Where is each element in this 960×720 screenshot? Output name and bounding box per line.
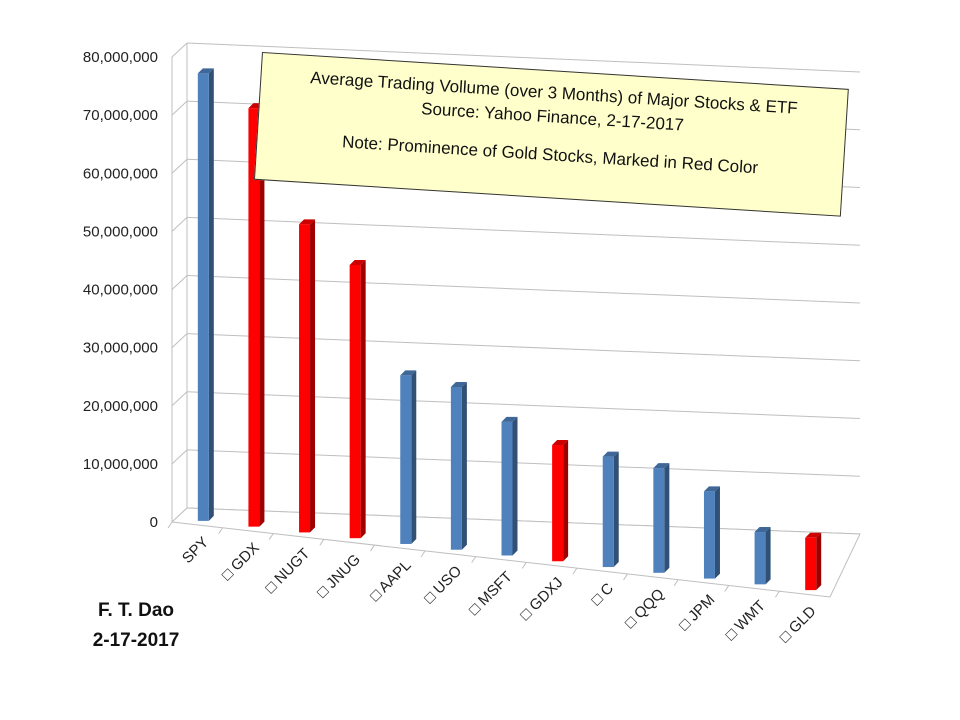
x-tick-label: □ NUGT	[262, 545, 313, 596]
side-gridline	[171, 449, 188, 465]
bar-top	[805, 532, 822, 538]
bar-top	[754, 527, 771, 533]
bar-side	[613, 451, 619, 568]
x-tick	[268, 533, 274, 540]
side-gridline	[171, 217, 188, 232]
x-tick	[218, 527, 224, 535]
bar-c	[602, 456, 614, 568]
x-tick	[774, 590, 780, 598]
bar-top	[299, 219, 316, 225]
bar-nugt	[299, 224, 311, 533]
bar-side	[563, 440, 569, 562]
side-gridline	[171, 42, 188, 58]
bar-top	[400, 370, 417, 376]
bar-side	[816, 532, 822, 591]
x-tick	[673, 579, 679, 586]
x-tick-label: □ C	[588, 580, 617, 609]
side-gridline	[171, 333, 188, 348]
bar-top	[602, 451, 619, 457]
author-name: F. T. Dao	[97, 600, 174, 621]
bar-gld	[805, 537, 817, 591]
bar-top	[552, 440, 569, 446]
y-tick-label: 20,000,000	[83, 398, 158, 415]
bar-top	[501, 416, 518, 422]
floor	[170, 507, 861, 598]
gridline	[186, 333, 861, 362]
x-tick-label: □ JPM	[676, 591, 719, 634]
bar-side	[461, 381, 467, 550]
gridline	[186, 275, 861, 304]
x-tick	[521, 562, 527, 569]
x-tick-label: SPY	[179, 534, 212, 567]
bar-side	[714, 486, 720, 579]
y-tick-label: 0	[150, 514, 158, 531]
side-gridline	[171, 158, 188, 174]
x-tick	[724, 585, 730, 592]
x-tick	[471, 556, 477, 563]
y-tick-label: 70,000,000	[83, 107, 158, 124]
bar-jnug	[349, 265, 361, 539]
gridline	[186, 449, 861, 477]
side-gridline	[171, 391, 188, 407]
bar-spy	[197, 73, 209, 521]
bar-top	[197, 68, 214, 74]
author-date: 2-17-2017	[92, 630, 180, 651]
bar-wmt	[754, 532, 766, 585]
gridline	[186, 42, 861, 73]
y-tick-label: 10,000,000	[83, 456, 158, 473]
x-tick	[623, 573, 628, 581]
bar-top	[450, 381, 467, 387]
bar-qqq	[653, 468, 665, 573]
x-tick-label: □ JNUG	[314, 551, 364, 601]
bar-side	[259, 103, 265, 527]
x-tick-label: □ WMT	[722, 597, 769, 644]
x-tick-label: □ GLD	[776, 603, 819, 646]
x-tick	[167, 521, 173, 529]
bar-uso	[450, 386, 462, 550]
x-tick	[370, 544, 375, 552]
bar-side	[765, 527, 771, 585]
bar-msft	[501, 421, 513, 556]
bar-top	[703, 486, 720, 492]
x-tick	[572, 567, 578, 575]
x-tick-label: □ QQQ	[622, 586, 668, 632]
bar-side	[310, 219, 316, 533]
y-tick-label: 50,000,000	[83, 223, 158, 240]
y-tick-label: 60,000,000	[83, 165, 158, 182]
y-tick-label: 30,000,000	[83, 340, 158, 357]
x-tick	[319, 539, 325, 546]
x-tick-label: □ AAPL	[367, 557, 415, 605]
x-tick-label: □ MSFT	[466, 568, 516, 618]
bar-top	[349, 260, 366, 266]
gridline	[186, 391, 861, 419]
bar-side	[512, 416, 518, 556]
x-tick-label: □ USO	[421, 563, 465, 607]
x-tick	[420, 550, 426, 558]
bar-gdx	[248, 108, 260, 527]
bar-side	[664, 463, 670, 573]
gridline	[186, 216, 861, 246]
bar-jpm	[703, 491, 715, 579]
bar-side	[411, 370, 417, 544]
bar-gdxj	[552, 445, 564, 562]
bar-side	[360, 260, 366, 539]
bar-aapl	[400, 375, 412, 544]
side-gridline	[171, 275, 188, 290]
y-tick-label: 80,000,000	[83, 49, 158, 66]
bar-side	[208, 68, 214, 521]
y-tick-label: 40,000,000	[83, 282, 158, 299]
bar-top	[653, 463, 670, 469]
x-tick-label: □ GDXJ	[517, 574, 567, 624]
x-tick-label: □ GDX	[218, 539, 262, 583]
side-gridline	[171, 100, 188, 116]
